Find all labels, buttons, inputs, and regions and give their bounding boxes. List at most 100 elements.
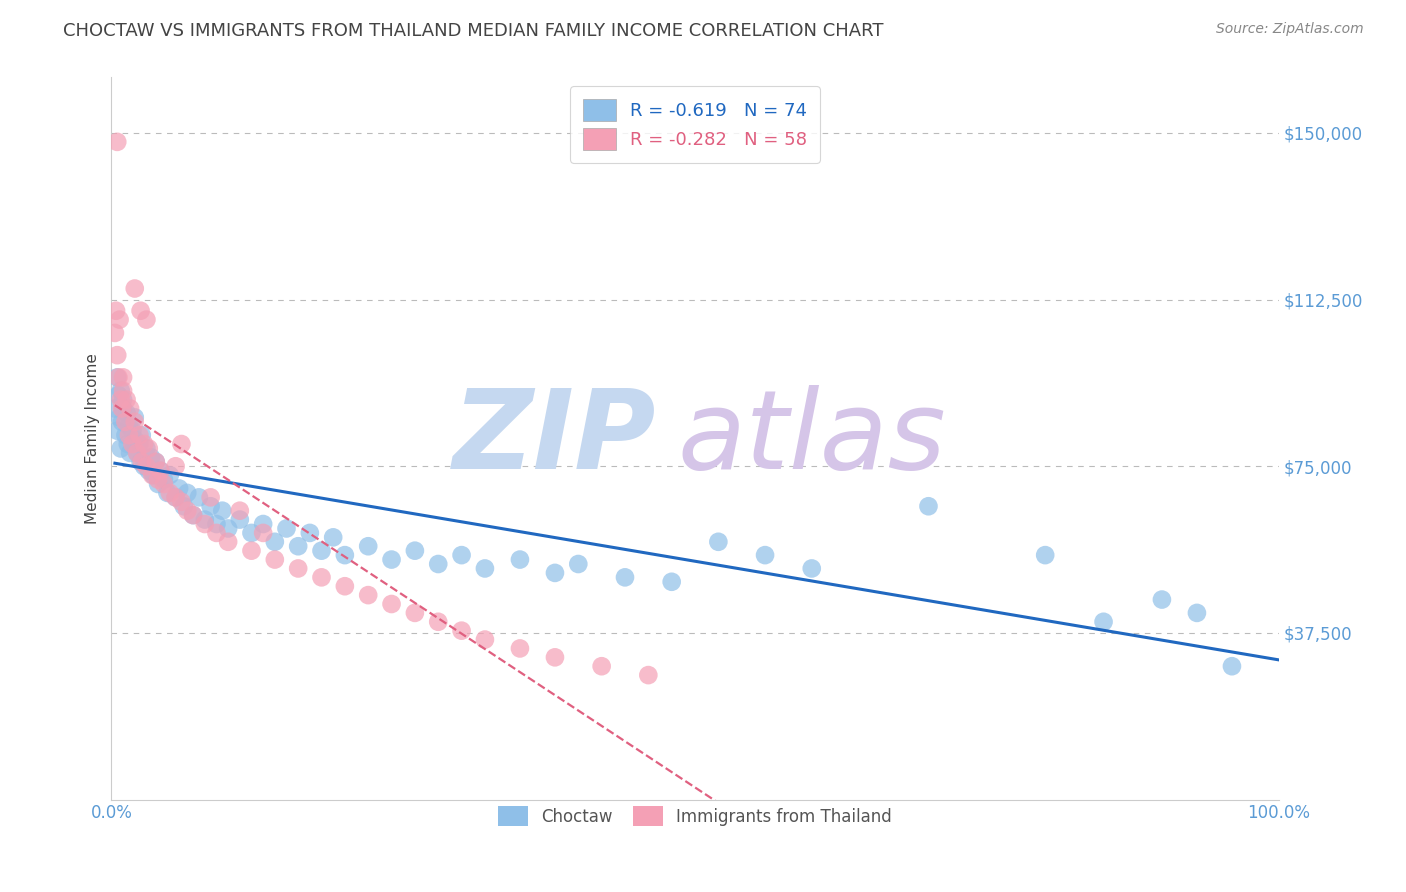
Point — [159, 468, 181, 483]
Point — [181, 508, 204, 523]
Point — [1033, 548, 1056, 562]
Point — [129, 303, 152, 318]
Point — [128, 428, 150, 442]
Point — [427, 557, 450, 571]
Point — [127, 446, 149, 460]
Point — [165, 491, 187, 505]
Point — [159, 486, 181, 500]
Point — [287, 561, 309, 575]
Point — [591, 659, 613, 673]
Point — [114, 415, 136, 429]
Point — [311, 543, 333, 558]
Text: atlas: atlas — [678, 385, 946, 492]
Point — [121, 437, 143, 451]
Point — [217, 521, 239, 535]
Point — [200, 500, 222, 514]
Point — [276, 521, 298, 535]
Point — [181, 508, 204, 523]
Point — [544, 650, 567, 665]
Point — [240, 543, 263, 558]
Point — [427, 615, 450, 629]
Point — [176, 486, 198, 500]
Point — [205, 525, 228, 540]
Point — [333, 579, 356, 593]
Point — [105, 370, 128, 384]
Point — [112, 401, 135, 416]
Point — [120, 401, 142, 416]
Point — [357, 539, 380, 553]
Point — [188, 491, 211, 505]
Point — [120, 446, 142, 460]
Point — [118, 428, 141, 442]
Text: ZIP: ZIP — [453, 385, 657, 492]
Point — [124, 433, 146, 447]
Point — [112, 392, 135, 407]
Point — [333, 548, 356, 562]
Point — [135, 442, 157, 456]
Point — [165, 491, 187, 505]
Point — [217, 534, 239, 549]
Point — [380, 597, 402, 611]
Point — [153, 473, 176, 487]
Point — [138, 464, 160, 478]
Point — [404, 543, 426, 558]
Point — [205, 516, 228, 531]
Point — [139, 450, 162, 465]
Point — [105, 424, 128, 438]
Point — [800, 561, 823, 575]
Point — [170, 495, 193, 509]
Point — [110, 384, 132, 398]
Point — [146, 477, 169, 491]
Text: Source: ZipAtlas.com: Source: ZipAtlas.com — [1216, 22, 1364, 37]
Point — [707, 534, 730, 549]
Point — [111, 415, 134, 429]
Point — [124, 281, 146, 295]
Point — [115, 392, 138, 407]
Point — [111, 401, 134, 416]
Point — [311, 570, 333, 584]
Point — [404, 606, 426, 620]
Point — [614, 570, 637, 584]
Point — [173, 500, 195, 514]
Point — [252, 525, 274, 540]
Point — [110, 392, 132, 407]
Point — [141, 468, 163, 483]
Point — [661, 574, 683, 589]
Point — [128, 437, 150, 451]
Point — [450, 624, 472, 638]
Point — [211, 504, 233, 518]
Point — [135, 312, 157, 326]
Point — [135, 459, 157, 474]
Point — [149, 464, 172, 478]
Point — [1092, 615, 1115, 629]
Point — [263, 552, 285, 566]
Point — [132, 459, 155, 474]
Point — [112, 370, 135, 384]
Point — [167, 482, 190, 496]
Point — [117, 437, 139, 451]
Point — [287, 539, 309, 553]
Point — [146, 473, 169, 487]
Point — [145, 455, 167, 469]
Point — [509, 641, 531, 656]
Point — [450, 548, 472, 562]
Point — [754, 548, 776, 562]
Point — [240, 525, 263, 540]
Point — [127, 446, 149, 460]
Point — [107, 388, 129, 402]
Point — [153, 477, 176, 491]
Point — [105, 135, 128, 149]
Point — [114, 428, 136, 442]
Point — [142, 468, 165, 483]
Point — [121, 424, 143, 438]
Point — [544, 566, 567, 580]
Point — [149, 464, 172, 478]
Point — [156, 486, 179, 500]
Point — [357, 588, 380, 602]
Point — [1220, 659, 1243, 673]
Point — [380, 552, 402, 566]
Point — [138, 442, 160, 456]
Point — [252, 516, 274, 531]
Text: CHOCTAW VS IMMIGRANTS FROM THAILAND MEDIAN FAMILY INCOME CORRELATION CHART: CHOCTAW VS IMMIGRANTS FROM THAILAND MEDI… — [63, 22, 884, 40]
Point — [474, 561, 496, 575]
